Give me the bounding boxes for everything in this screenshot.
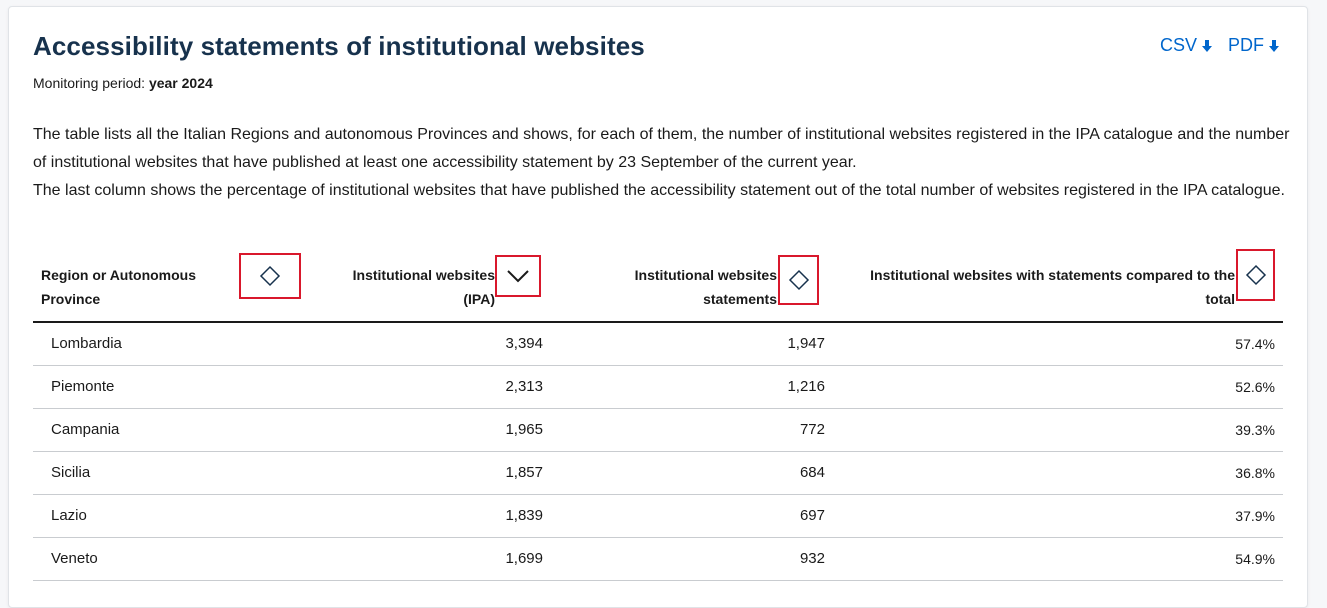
column-header-region-line1: Region or Autonomous: [41, 267, 197, 283]
column-header-region: Region or Autonomous Province: [41, 263, 231, 311]
download-links: CSV PDF: [1160, 35, 1279, 56]
sort-diamond-icon: [1245, 264, 1266, 286]
sort-statements-button[interactable]: [778, 255, 819, 305]
column-header-percent-line1: Institutional websites with statements c…: [870, 267, 1235, 283]
arrow-down-icon: [1269, 39, 1279, 52]
page-title: Accessibility statements of institutiona…: [33, 31, 645, 61]
sort-percent-button[interactable]: [1236, 249, 1275, 301]
column-header-statements: Institutional websites statements: [635, 263, 777, 311]
table-header: Region or Autonomous Province Institutio…: [33, 245, 1283, 323]
statements-cell: 932: [799, 550, 825, 567]
column-header-percent: Institutional websites with statements c…: [870, 263, 1235, 311]
period-value: year 2024: [148, 75, 213, 91]
column-header-region-line2: Province: [41, 291, 101, 307]
monitoring-period: Monitoring period: year 2024: [33, 75, 213, 91]
statements-cell: 697: [799, 507, 825, 524]
column-header-statements-line1: Institutional websites: [634, 267, 777, 283]
ipa-cell: 1,839: [505, 507, 543, 524]
statements-table: Region or Autonomous Province Institutio…: [33, 245, 1283, 581]
chevron-down-icon: [507, 270, 529, 283]
region-cell: Piemonte: [51, 378, 115, 395]
table-row: Piemonte 2,313 1,216 52.6%: [33, 366, 1283, 409]
sort-diamond-icon: [259, 265, 281, 287]
table-row: Sicilia 1,857 684 36.8%: [33, 452, 1283, 495]
arrow-down-icon: [1202, 39, 1212, 52]
csv-download-link[interactable]: CSV: [1160, 35, 1212, 56]
csv-download-label: CSV: [1159, 35, 1197, 55]
percent-cell: 36.8%: [1235, 465, 1275, 481]
sort-ipa-button[interactable]: [495, 255, 541, 297]
percent-cell: 52.6%: [1235, 379, 1275, 395]
table-row: Campania 1,965 772 39.3%: [33, 409, 1283, 452]
column-header-ipa-line2: (IPA): [463, 291, 495, 307]
description-paragraph-2: The last column shows the percentage of …: [33, 182, 1285, 199]
region-cell: Sicilia: [51, 464, 91, 481]
ipa-cell: 3,394: [505, 335, 543, 352]
column-header-ipa: Institutional websites (IPA): [353, 263, 495, 311]
column-header-statements-line2: statements: [703, 291, 777, 307]
table-row: Lazio 1,839 697 37.9%: [33, 495, 1283, 538]
region-cell: Campania: [51, 421, 120, 438]
statements-cell: 1,216: [787, 378, 825, 395]
pdf-download-label: PDF: [1228, 35, 1264, 55]
percent-cell: 54.9%: [1235, 551, 1275, 567]
table-description: The table lists all the Italian Regions …: [33, 121, 1293, 205]
description-paragraph-1: The table lists all the Italian Regions …: [33, 126, 1290, 171]
column-header-ipa-line1: Institutional websites: [352, 267, 495, 283]
table-row: Veneto 1,699 932 54.9%: [33, 538, 1283, 581]
ipa-cell: 1,857: [505, 464, 543, 481]
statements-cell: 684: [799, 464, 825, 481]
region-cell: Lazio: [51, 507, 87, 524]
sort-region-button[interactable]: [239, 253, 301, 299]
region-cell: Veneto: [51, 550, 98, 567]
region-cell: Lombardia: [51, 335, 122, 352]
period-label: Monitoring period:: [33, 75, 146, 91]
ipa-cell: 1,965: [505, 421, 543, 438]
ipa-cell: 1,699: [505, 550, 543, 567]
table-row: Lombardia 3,394 1,947 57.4%: [33, 323, 1283, 366]
column-header-percent-line2: total: [1205, 291, 1235, 307]
pdf-download-link[interactable]: PDF: [1228, 35, 1279, 56]
percent-cell: 37.9%: [1235, 508, 1275, 524]
sort-diamond-icon: [788, 269, 809, 291]
percent-cell: 57.4%: [1235, 336, 1275, 352]
ipa-cell: 2,313: [505, 378, 543, 395]
percent-cell: 39.3%: [1235, 422, 1275, 438]
statements-cell: 772: [799, 421, 825, 438]
statements-cell: 1,947: [787, 335, 825, 352]
statements-card: Accessibility statements of institutiona…: [8, 6, 1308, 608]
